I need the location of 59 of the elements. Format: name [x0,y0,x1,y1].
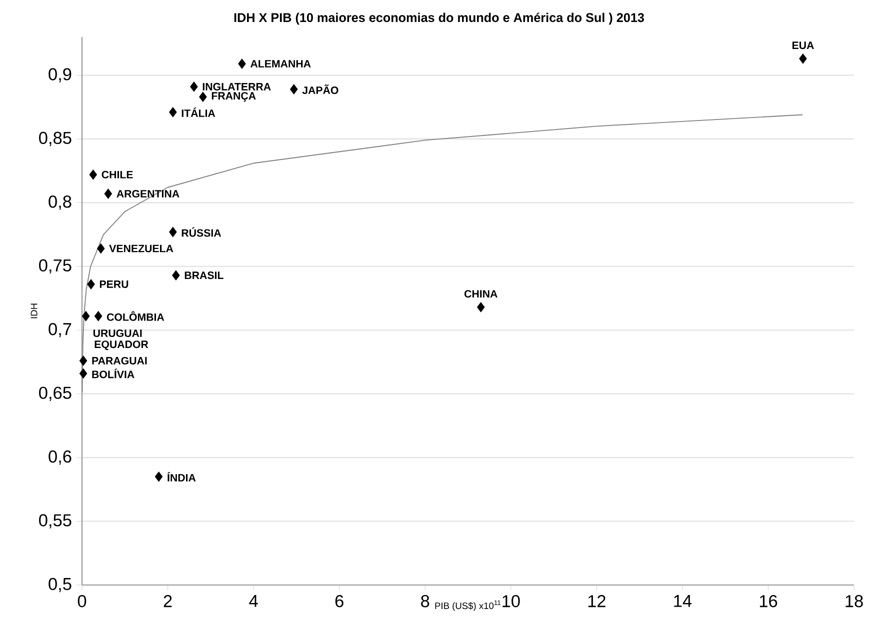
point [79,356,88,366]
point [238,58,246,69]
annotation: VENEZUELA [109,244,174,252]
x-tick-label: 12 [588,595,606,608]
x-tick-label: 16 [760,595,778,608]
point [477,302,485,312]
point [89,170,98,180]
y-tick-label: 0,8 [48,196,72,210]
x-tick-label: 2 [164,595,172,608]
point [172,270,180,280]
point [94,311,102,322]
y-tick-label: 0,65 [39,386,72,401]
x-tick-label: 0 [78,595,86,608]
point [104,188,112,199]
x-tick-label: 18 [846,595,863,608]
annotation: BRASIL [184,272,224,280]
chart-title: IDH X PIB (10 maiores economias do mundo e América do Sul ) 2013 [234,12,644,25]
annotation: ALEMANHA [250,60,311,68]
point [82,311,90,322]
annotation: ÍNDIA [168,472,196,482]
annotation: CHILE [102,170,133,178]
point [799,54,807,64]
annotation: ARGENTINA [116,190,180,198]
point [169,226,177,238]
annotation: PARAGUAI [92,356,147,364]
annotation: COLÔMBIA [106,311,164,321]
annotation: PERU [100,280,128,288]
point [199,92,207,102]
point [290,84,298,94]
y-tick-label: 0,85 [39,132,72,146]
y-tick-label: 0,5 [48,578,72,592]
point [154,472,163,482]
y-tick-label: 0,75 [39,259,72,274]
annotation: ITÁLIA [182,107,216,117]
annotation: JAPÃO [302,84,338,94]
x-tick-label: 10 [502,595,520,608]
x-axis-title: PIB (US$) x10$^{11}$ [435,600,501,611]
annotation: EUA [792,42,814,50]
annotation: BOLÍVIA [92,368,134,378]
annotation: RÚSSIA [182,227,222,237]
x-tick-label: 8 [421,595,430,608]
y-tick-label: 0,7 [48,322,72,338]
annotation: FRANÇA [212,92,256,102]
y-tick-label: 0,6 [48,450,72,465]
point [190,82,198,92]
annotation: INGLATERRA [202,82,271,90]
point [169,107,177,118]
y-tick-label: 0,55 [39,514,72,528]
x-tick-label: 4 [249,595,258,607]
x-tick-label: 14 [674,595,692,607]
x-tick-label: 6 [335,595,344,608]
y-axis-title: IDH [30,304,38,318]
point [97,244,105,254]
y-tick-label: 0,9 [48,68,72,82]
point [87,279,95,290]
annotation: CHINA [464,290,498,298]
annotation: URUGUAI [93,329,142,338]
annotation: EQUADOR [94,340,148,350]
point [79,368,88,378]
